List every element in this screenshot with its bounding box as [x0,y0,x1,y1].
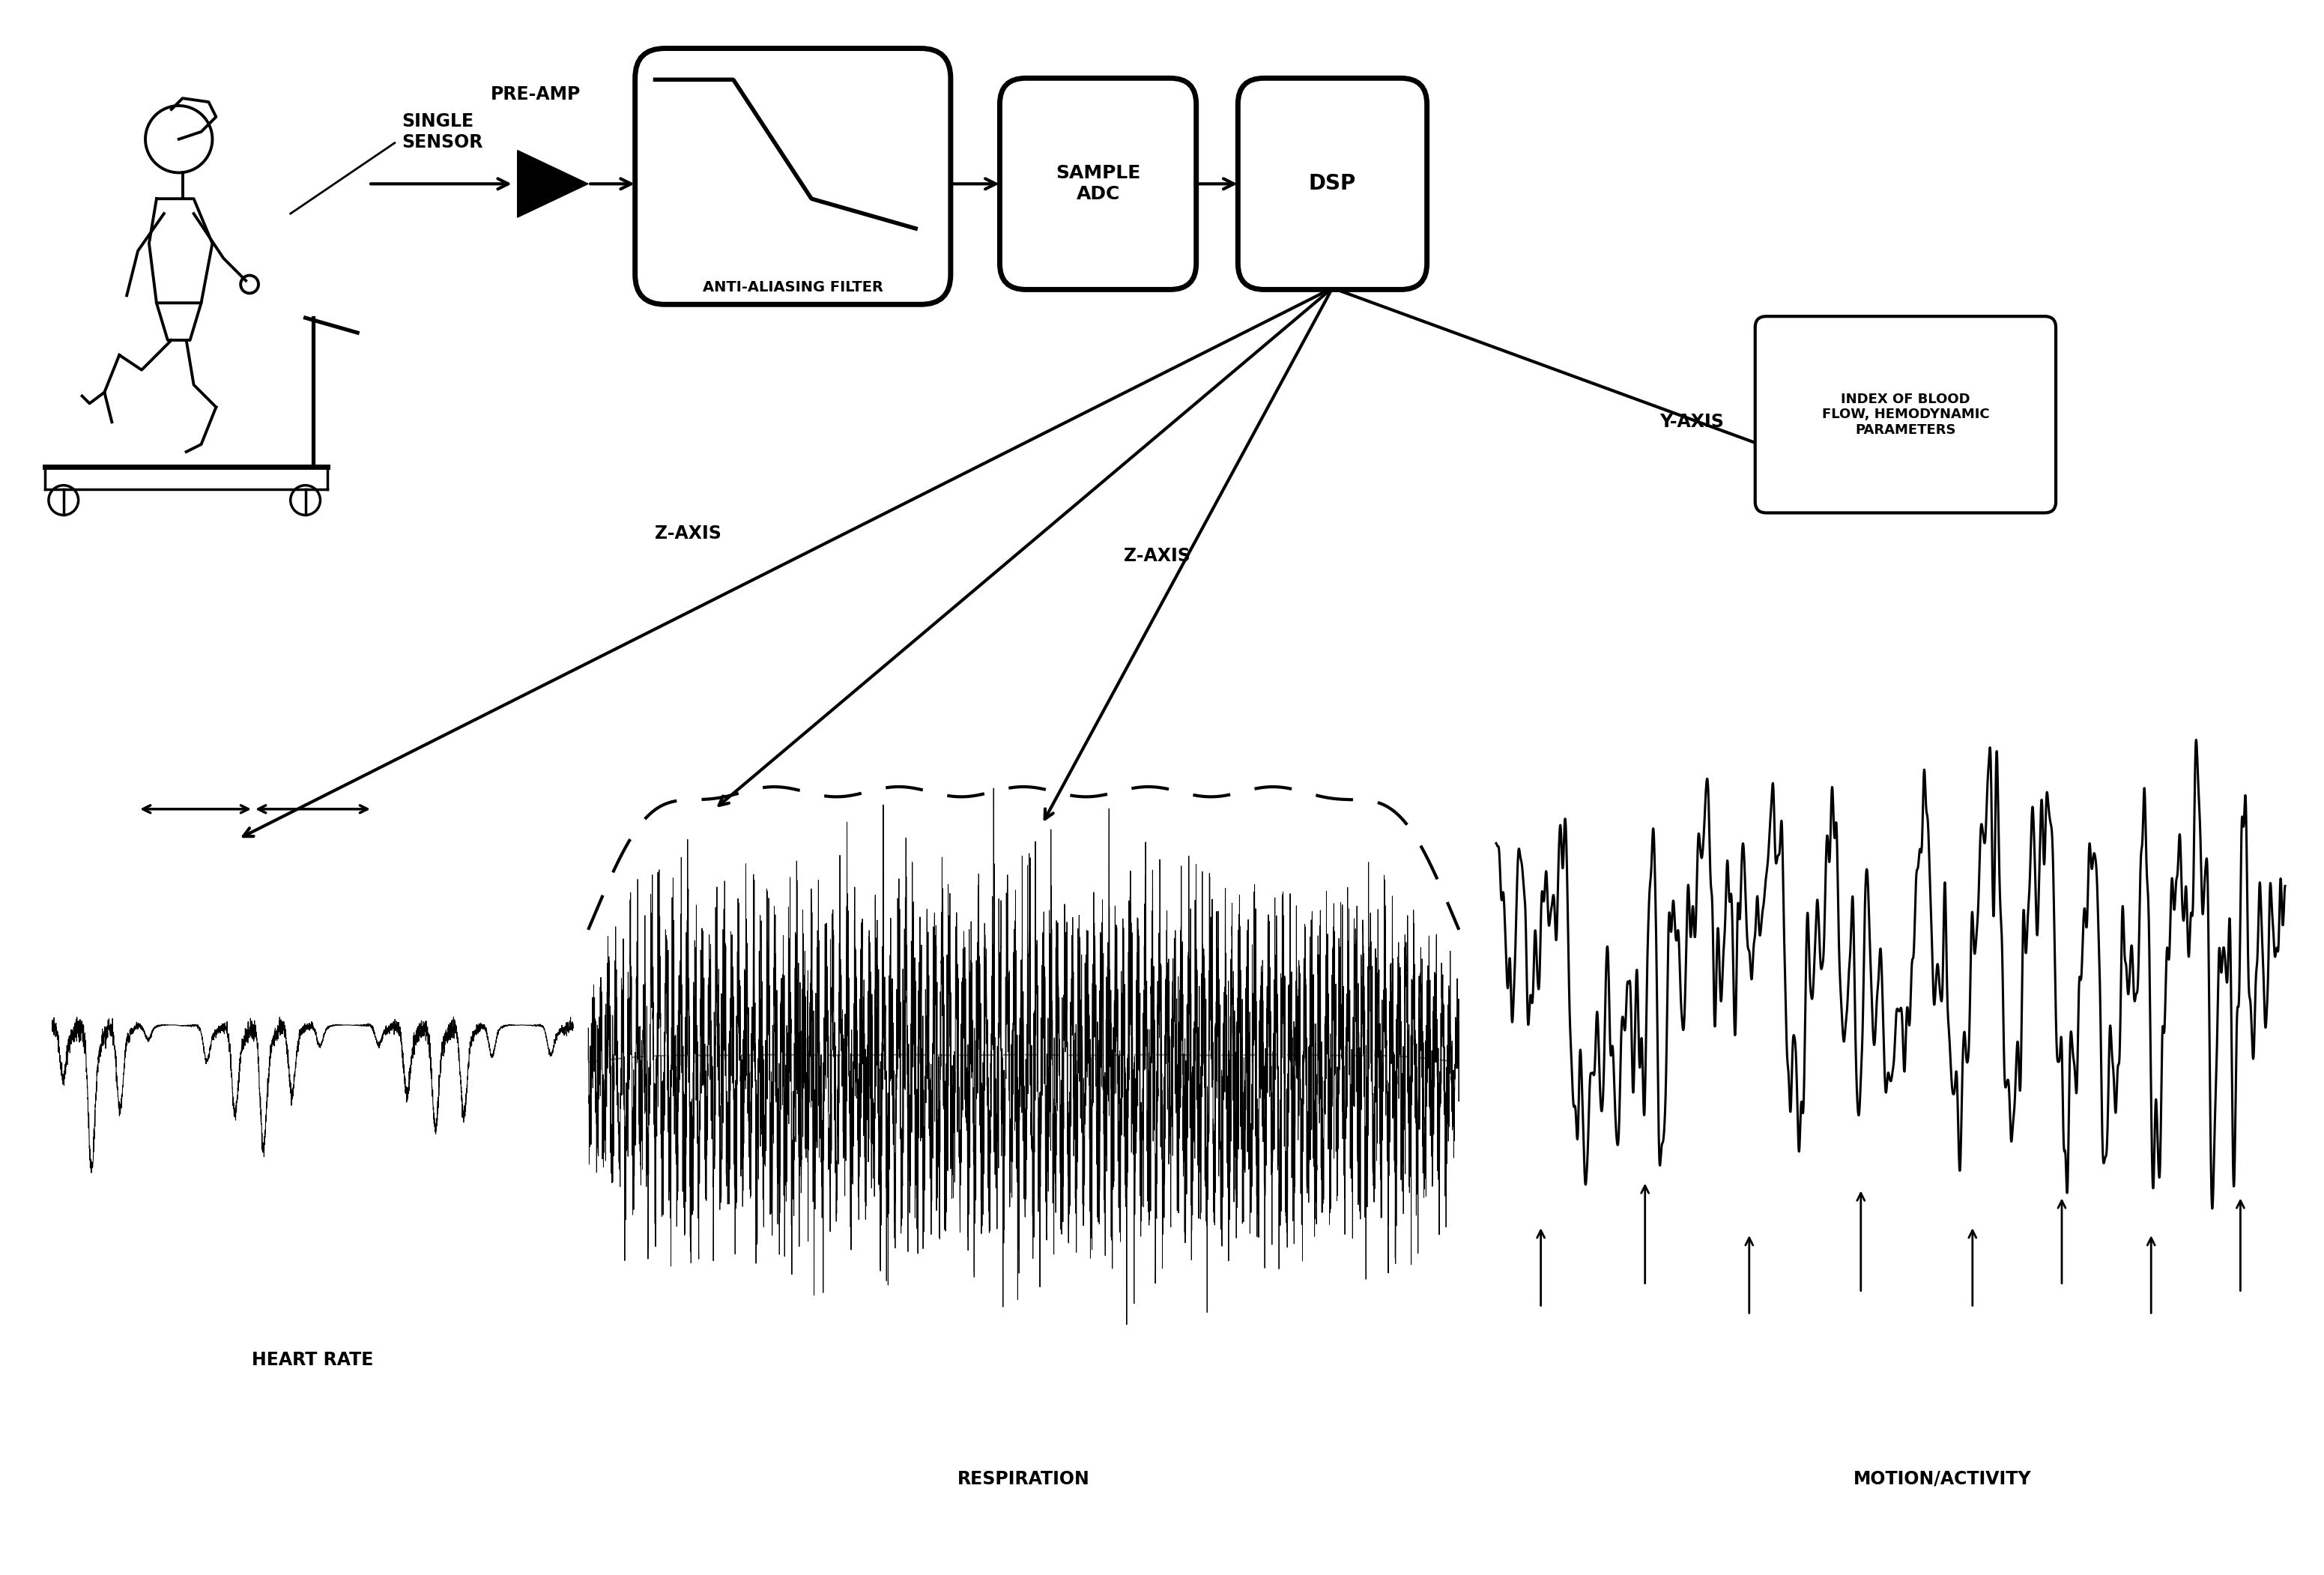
FancyBboxPatch shape [1755,317,2057,513]
Text: ANTI-ALIASING FILTER: ANTI-ALIASING FILTER [702,280,883,295]
Text: Y-AXIS: Y-AXIS [1659,413,1724,432]
Text: MOTION/ACTIVITY: MOTION/ACTIVITY [1855,1469,2031,1488]
FancyBboxPatch shape [634,49,951,304]
FancyBboxPatch shape [999,79,1197,290]
Polygon shape [518,150,588,217]
Text: Z-AXIS: Z-AXIS [1125,547,1190,565]
Text: SAMPLE
ADC: SAMPLE ADC [1055,164,1141,203]
Text: PRE-AMP: PRE-AMP [490,85,581,104]
Text: Z-AXIS: Z-AXIS [655,524,723,543]
Text: SINGLE
SENSOR: SINGLE SENSOR [402,112,483,151]
Text: INDEX OF BLOOD
FLOW, HEMODYNAMIC
PARAMETERS: INDEX OF BLOOD FLOW, HEMODYNAMIC PARAMET… [1822,392,1989,436]
FancyBboxPatch shape [1239,79,1427,290]
Text: DSP: DSP [1308,173,1357,194]
Text: HEART RATE: HEART RATE [251,1351,374,1369]
Text: RESPIRATION: RESPIRATION [957,1469,1090,1488]
